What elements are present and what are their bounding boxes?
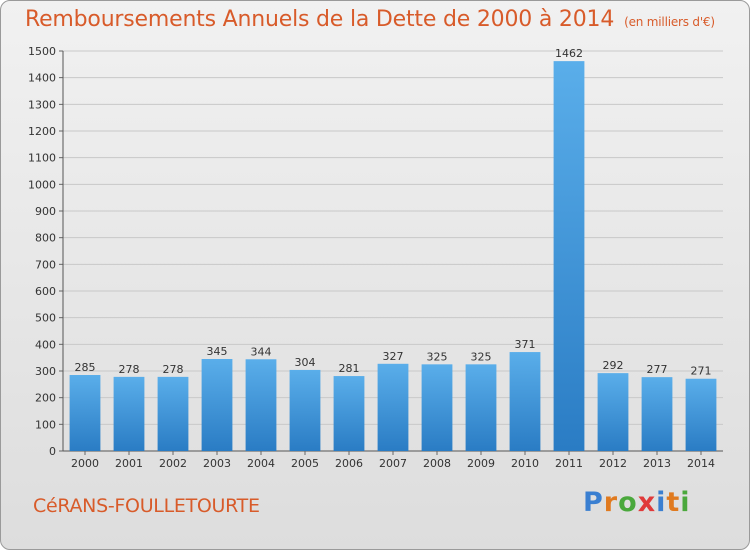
logo-letter: x [637, 487, 657, 518]
y-tick-label: 800 [35, 232, 56, 245]
y-tick-label: 200 [35, 392, 56, 405]
logo-letter: i [656, 487, 667, 518]
logo-letter: r [603, 487, 619, 518]
x-tick-label: 2010 [511, 457, 539, 470]
bar [597, 373, 629, 451]
bar-value-label: 278 [163, 363, 184, 376]
bar-value-label: 304 [295, 356, 316, 369]
x-tick-label: 2012 [599, 457, 627, 470]
bar [465, 364, 497, 451]
y-tick-label: 1000 [28, 178, 56, 191]
y-tick-label: 1100 [28, 152, 56, 165]
bar [553, 61, 585, 452]
logo-letter: t [666, 487, 681, 518]
bar-value-label: 325 [471, 350, 492, 363]
bar [421, 364, 453, 451]
y-tick-label: 500 [35, 312, 56, 325]
bar [113, 376, 145, 451]
bar [333, 376, 365, 451]
bar [245, 359, 277, 451]
bar-value-label: 271 [691, 365, 712, 378]
bar-value-label: 278 [119, 363, 140, 376]
chart-title: Remboursements Annuels de la Dette de 20… [25, 7, 715, 32]
y-tick-label: 900 [35, 205, 56, 218]
x-tick-label: 2001 [115, 457, 143, 470]
x-tick-label: 2004 [247, 457, 275, 470]
x-tick-label: 2013 [643, 457, 671, 470]
bar-value-label: 1462 [555, 47, 583, 60]
x-tick-label: 2014 [687, 457, 715, 470]
bar [509, 352, 541, 451]
x-tick-label: 2008 [423, 457, 451, 470]
x-tick-label: 2009 [467, 457, 495, 470]
chart-unit: (en milliers d'€) [624, 15, 715, 29]
y-tick-label: 400 [35, 338, 56, 351]
x-tick-label: 2011 [555, 457, 583, 470]
x-tick-label: 2006 [335, 457, 363, 470]
bar [289, 369, 321, 451]
x-tick-label: 2003 [203, 457, 231, 470]
bar-value-label: 345 [207, 345, 228, 358]
bar [201, 359, 233, 451]
commune-name: CéRANS-FOULLETOURTE [33, 495, 260, 517]
bar-value-label: 327 [383, 350, 404, 363]
x-tick-label: 2005 [291, 457, 319, 470]
logo-letter: P [583, 487, 604, 518]
bar-value-label: 292 [603, 359, 624, 372]
y-tick-label: 1500 [28, 45, 56, 58]
y-tick-label: 300 [35, 365, 56, 378]
bar [157, 376, 189, 451]
bar-value-label: 281 [339, 362, 360, 375]
y-tick-label: 1400 [28, 72, 56, 85]
y-tick-label: 700 [35, 258, 56, 271]
x-tick-label: 2007 [379, 457, 407, 470]
logo-letter: i [680, 487, 691, 518]
bar [685, 378, 717, 451]
y-tick-label: 600 [35, 285, 56, 298]
proxiti-logo: Proxiti [583, 487, 691, 518]
y-tick-label: 1200 [28, 125, 56, 138]
bar [641, 377, 673, 451]
chart-title-text: Remboursements Annuels de la Dette de 20… [25, 7, 615, 32]
x-tick-label: 2000 [71, 457, 99, 470]
y-tick-label: 1300 [28, 98, 56, 111]
bar-value-label: 325 [427, 350, 448, 363]
bar-value-label: 344 [251, 345, 272, 358]
bar [377, 363, 409, 451]
x-tick-label: 2002 [159, 457, 187, 470]
bar [69, 375, 101, 451]
bar-value-label: 285 [75, 361, 96, 374]
bar-chart: 0 100 200 300 400 500 600 700 800 900 1000 1100 1200… [28, 45, 723, 470]
y-tick-label: 100 [35, 418, 56, 431]
y-tick-label: 0 [49, 445, 56, 458]
bar-value-label: 277 [647, 363, 668, 376]
logo-letter: o [618, 487, 638, 518]
bar-value-label: 371 [515, 338, 536, 351]
